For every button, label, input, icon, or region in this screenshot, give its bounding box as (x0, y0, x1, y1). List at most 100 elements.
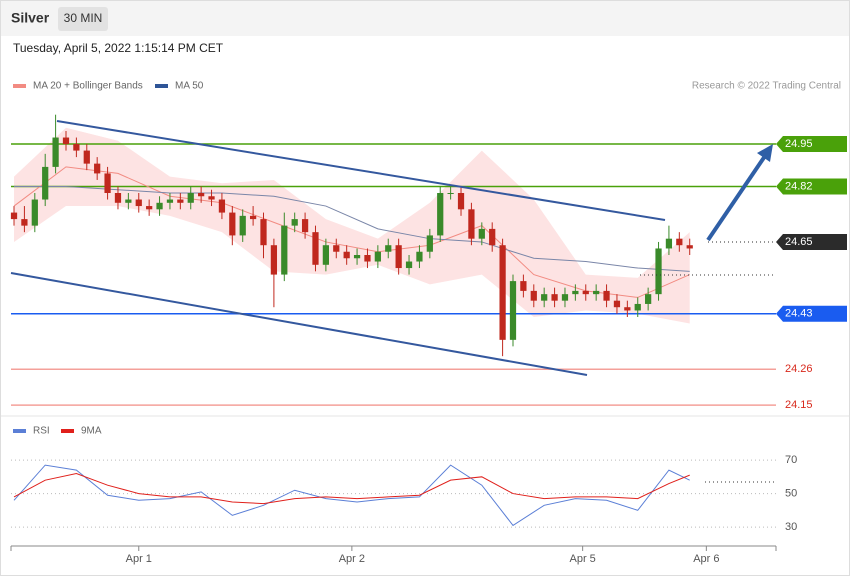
candle-body (676, 238, 683, 246)
candle-body (561, 294, 569, 301)
candle-body (437, 193, 444, 236)
legend-label: 9MA (81, 426, 102, 437)
level-tag (776, 233, 847, 250)
candle-body (52, 137, 59, 167)
candle-body (426, 235, 433, 252)
level-label: 24.43 (785, 308, 813, 320)
y-tick-label: 50 (785, 487, 797, 499)
level-label: 24.82 (785, 180, 813, 192)
candle-body (634, 303, 641, 311)
candle-body (478, 228, 485, 239)
candle-body (31, 199, 38, 226)
credit: Research © 2022 Trading Central (692, 81, 841, 92)
candle-body (94, 163, 101, 174)
candle-body (613, 300, 621, 308)
level-tag (776, 136, 847, 153)
candle-body (301, 219, 309, 233)
candle-body (468, 209, 475, 239)
timestamp: Tuesday, April 5, 2022 1:15:14 PM CET (13, 41, 224, 55)
candle-body (624, 307, 631, 311)
candle-body (405, 261, 413, 269)
candle-body (104, 173, 111, 193)
candle-body (322, 245, 329, 265)
channel-lower (10, 272, 588, 376)
candle-body (489, 228, 496, 246)
candle-body (239, 215, 246, 236)
legend-swatch (13, 84, 26, 88)
level-label: 24.26 (785, 363, 813, 375)
legend-swatch (13, 429, 26, 433)
candle-body (530, 290, 537, 301)
candle-body (42, 166, 49, 200)
candle-body (177, 199, 184, 203)
legend-label: MA 20 + Bollinger Bands (33, 81, 143, 92)
candle-body (260, 219, 267, 246)
candle-body (62, 137, 70, 145)
candle-body (551, 294, 558, 301)
interval[interactable]: 30 MIN (64, 11, 103, 25)
candle-body (291, 219, 298, 226)
candle-body (416, 251, 423, 262)
candle-body (187, 193, 194, 203)
interval-badge[interactable] (58, 7, 108, 31)
candle-body (249, 215, 257, 220)
candle-body (395, 245, 402, 269)
candle-body (499, 245, 506, 340)
legend-label: RSI (33, 426, 50, 437)
candle-body (520, 281, 527, 291)
level-label: 24.95 (785, 138, 813, 150)
candle-body (281, 225, 288, 275)
level-label: 24.15 (785, 399, 813, 411)
candle-body (645, 294, 652, 304)
ma-line (13, 166, 690, 298)
legend-swatch (155, 84, 168, 88)
candle-body (374, 251, 381, 262)
candle-body (686, 245, 693, 249)
x-tick-label: Apr 5 (569, 553, 595, 565)
candle-body (447, 193, 454, 194)
forecast-arrowhead (757, 144, 773, 162)
y-tick-label: 70 (785, 454, 797, 466)
legend-swatch (61, 429, 74, 433)
candle-body (166, 199, 174, 203)
candle-body (457, 193, 465, 210)
x-tick-label: Apr 6 (693, 553, 719, 565)
candle-body (114, 193, 122, 203)
candle-body (593, 290, 600, 295)
level-tag (776, 305, 847, 322)
candle-body (125, 199, 132, 203)
y-tick-label: 30 (785, 521, 797, 533)
candle-body (385, 245, 392, 252)
candle-body (135, 199, 142, 207)
candle-body (10, 212, 18, 220)
candle-body (509, 281, 517, 340)
candle-body (229, 212, 236, 236)
ma-line (14, 185, 690, 272)
level-tag (776, 178, 847, 195)
level-label: 24.65 (785, 236, 813, 248)
candle-body (333, 245, 340, 252)
candle-body (198, 193, 205, 197)
candle-body (603, 290, 610, 301)
candle-body (208, 196, 215, 200)
candle-body (572, 290, 579, 295)
channel-upper (56, 120, 666, 221)
candle-body (270, 245, 278, 275)
candle-body (353, 255, 361, 259)
candle-body (541, 294, 548, 301)
candle-body (655, 248, 662, 295)
candle-body (343, 251, 350, 259)
candle-body (364, 255, 371, 262)
candle-body (312, 232, 319, 265)
candle-body (218, 199, 226, 213)
forecast-arrow (706, 154, 767, 242)
indicator-line (13, 472, 690, 505)
legend-label: MA 50 (175, 81, 204, 92)
title: Silver (11, 10, 50, 26)
candle-body (73, 144, 80, 151)
candle-body (156, 202, 163, 210)
candle-body (146, 206, 153, 210)
